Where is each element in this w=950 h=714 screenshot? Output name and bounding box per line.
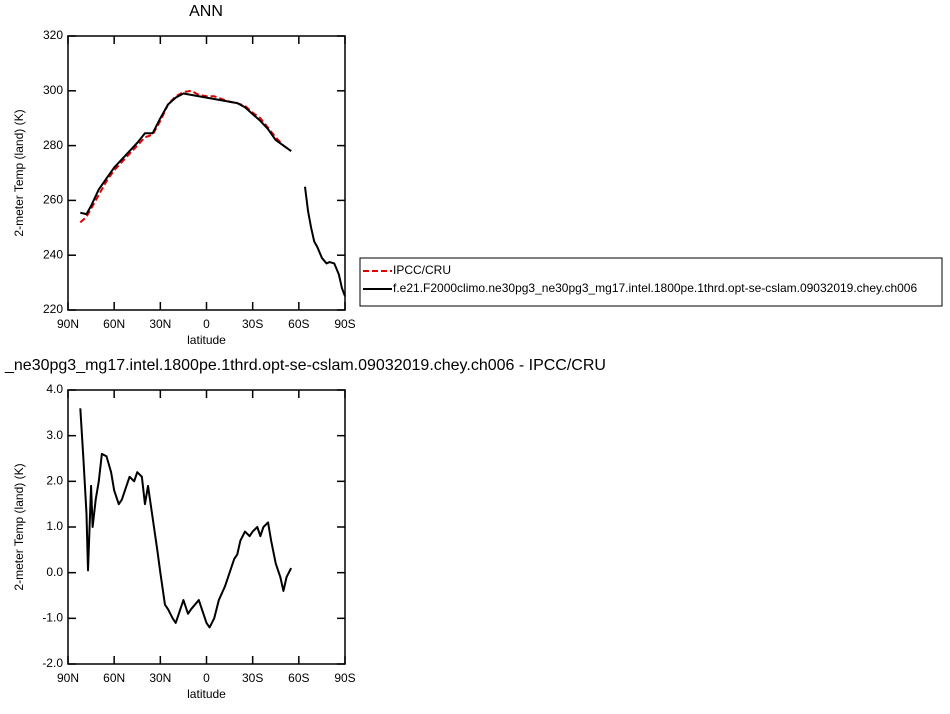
legend-label: IPCC/CRU xyxy=(393,263,451,277)
x-tick-label: 60N xyxy=(103,671,125,685)
y-tick-label: 3.0 xyxy=(46,428,63,442)
y-tick-label: 240 xyxy=(43,247,63,261)
series-line xyxy=(79,408,293,629)
legend: IPCC/CRU f.e21.F2000climo.ne30pg3_ne30pg3… xyxy=(359,257,943,307)
x-tick-label: 90S xyxy=(334,671,355,685)
y-tick-label: 2.0 xyxy=(46,474,63,488)
legend-label: f.e21.F2000climo.ne30pg3_ne30pg3_mg17.in… xyxy=(393,281,917,295)
x-axis-label: latitude xyxy=(187,333,226,347)
y-tick-label: -1.0 xyxy=(42,611,63,625)
y-axis-label: 2-meter Temp (land) (K) xyxy=(12,463,26,590)
chart-title: _ne30pg3_mg17.intel.1800pe.1thrd.opt-se-… xyxy=(4,357,606,374)
y-tick-label: -2.0 xyxy=(42,656,63,670)
chart-title: ANN xyxy=(189,3,223,20)
x-tick-label: 30S xyxy=(242,317,263,331)
series-line xyxy=(80,92,346,297)
y-tick-label: 1.0 xyxy=(46,519,63,533)
x-tick-label: 90N xyxy=(57,317,79,331)
y-tick-label: 4.0 xyxy=(46,382,63,396)
plot-frame xyxy=(67,35,346,311)
x-tick-label: 0 xyxy=(203,671,210,685)
plot-frame xyxy=(67,389,346,665)
x-tick-label: 60N xyxy=(103,317,125,331)
y-tick-label: 280 xyxy=(43,138,63,152)
y-axis-label: 2-meter Temp (land) (K) xyxy=(12,109,26,236)
x-tick-label: 90N xyxy=(57,671,79,685)
legend-frame xyxy=(359,257,943,307)
y-tick-label: 260 xyxy=(43,193,63,207)
y-tick-label: 300 xyxy=(43,83,63,97)
y-tick-label: 0.0 xyxy=(46,565,63,579)
x-tick-label: 30N xyxy=(149,671,171,685)
x-tick-label: 60S xyxy=(288,317,309,331)
x-tick-label: 60S xyxy=(288,671,309,685)
x-axis-label: latitude xyxy=(187,687,226,701)
x-tick-label: 90S xyxy=(334,317,355,331)
y-tick-label: 320 xyxy=(43,28,63,42)
series-line xyxy=(79,89,292,224)
x-tick-label: 0 xyxy=(203,317,210,331)
x-tick-label: 30S xyxy=(242,671,263,685)
y-tick-label: 220 xyxy=(43,302,63,316)
x-tick-label: 30N xyxy=(149,317,171,331)
